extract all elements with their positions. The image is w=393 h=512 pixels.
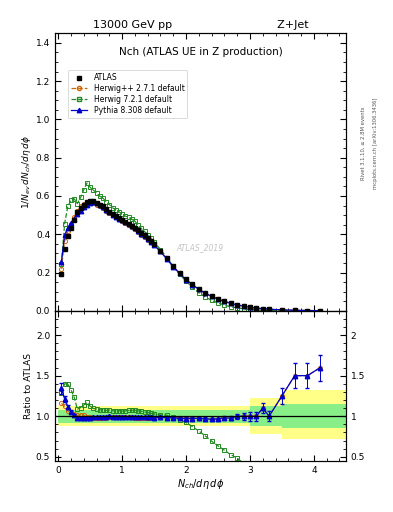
Text: ATLAS_2019: ATLAS_2019 (177, 243, 224, 252)
Title: 13000 GeV pp                              Z+Jet: 13000 GeV pp Z+Jet (93, 20, 308, 30)
Text: Rivet 3.1.10, ≥ 2.8M events: Rivet 3.1.10, ≥ 2.8M events (361, 106, 366, 180)
Y-axis label: Ratio to ATLAS: Ratio to ATLAS (24, 353, 33, 419)
Text: Nch (ATLAS UE in Z production): Nch (ATLAS UE in Z production) (119, 47, 282, 57)
Text: mcplots.cern.ch [arXiv:1306.3436]: mcplots.cern.ch [arXiv:1306.3436] (373, 98, 378, 189)
Legend: ATLAS, Herwig++ 2.7.1 default, Herwig 7.2.1 default, Pythia 8.308 default: ATLAS, Herwig++ 2.7.1 default, Herwig 7.… (68, 71, 187, 118)
X-axis label: $N_{ch}/d\eta\,d\phi$: $N_{ch}/d\eta\,d\phi$ (177, 477, 224, 492)
Y-axis label: $1/N_{ev}\,dN_{ch}/d\eta\,d\phi$: $1/N_{ev}\,dN_{ch}/d\eta\,d\phi$ (20, 135, 33, 209)
